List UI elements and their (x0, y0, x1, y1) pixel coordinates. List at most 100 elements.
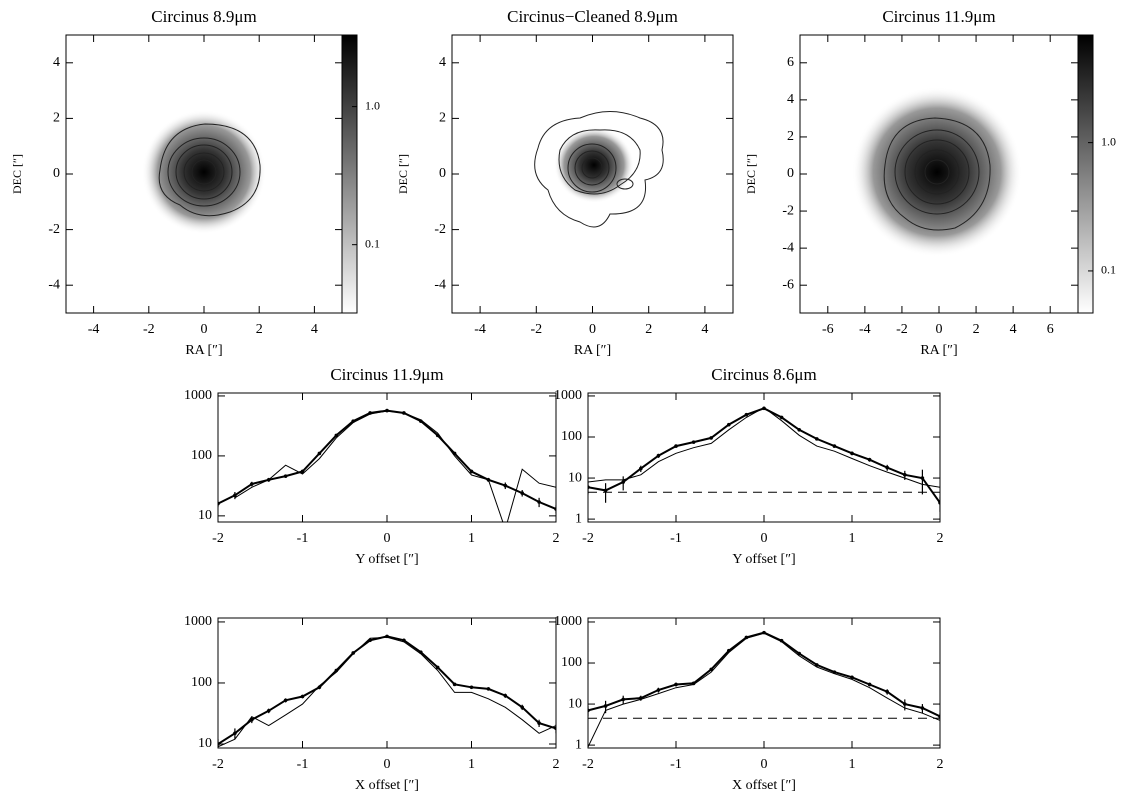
y-tick-label: 1000 (554, 388, 582, 403)
x-tick-label: -2 (143, 322, 155, 337)
x-axis-label: RA [″] (920, 343, 957, 358)
data-point (674, 444, 678, 448)
x-tick-label: 1 (468, 531, 475, 546)
data-point (850, 451, 854, 456)
y-tick-label: 100 (191, 448, 212, 463)
data-point (709, 436, 713, 440)
chart-title: Circinus 11.9μm (330, 365, 443, 384)
data-point (520, 491, 524, 495)
data-point (621, 480, 625, 484)
y-tick-label: -2 (434, 222, 446, 237)
x-tick-label: -2 (530, 322, 542, 337)
y-axis-label: DEC [″] (744, 154, 758, 194)
y-tick-label: 2 (787, 129, 794, 144)
y-tick-label: 10 (568, 470, 582, 485)
data-point (317, 451, 322, 456)
data-point (218, 501, 220, 506)
x-axis-label: Y offset [″] (732, 552, 795, 567)
series-line (588, 631, 940, 718)
data-point (250, 482, 254, 486)
data-point (621, 697, 625, 702)
data-point (797, 427, 801, 432)
x-tick-label: 2 (973, 322, 980, 337)
x-tick-label: 2 (645, 322, 652, 337)
x-tick-label: 1 (849, 531, 856, 546)
y-tick-label: 100 (191, 675, 212, 690)
data-point (283, 474, 288, 478)
x-tick-label: 2 (553, 531, 560, 546)
x-axis-label: RA [″] (185, 343, 222, 358)
data-point (885, 465, 889, 470)
data-point (779, 415, 784, 420)
chart-title: Circinus 8.9μm (151, 7, 256, 26)
x-tick-label: 0 (589, 322, 596, 337)
data-point (334, 433, 339, 438)
x-tick-label: 2 (553, 757, 560, 772)
data-point (250, 717, 254, 722)
data-point (435, 665, 440, 670)
y-tick-label: 1000 (184, 388, 212, 403)
data-point (656, 688, 661, 692)
y-tick-label: -4 (48, 277, 60, 292)
data-point (744, 412, 749, 417)
data-point (588, 485, 590, 489)
series-line (234, 410, 556, 522)
x-axis-label: X offset [″] (732, 778, 796, 793)
series-line (588, 407, 940, 488)
panel: -2 -1 0 1 2 10 100 1000 X offset [″] (184, 614, 560, 793)
x-tick-label: 2 (937, 531, 944, 546)
x-tick-label: -2 (212, 757, 224, 772)
series-line (588, 632, 940, 748)
data-point (938, 500, 940, 505)
x-tick-label: 0 (936, 322, 943, 337)
data-point (938, 714, 940, 719)
data-point (300, 694, 305, 699)
data-point (762, 406, 766, 411)
y-tick-label: 10 (568, 696, 582, 711)
x-tick-label: 0 (384, 757, 391, 772)
data-point (920, 706, 925, 710)
x-tick-label: 2 (937, 757, 944, 772)
x-axis-label: Y offset [″] (355, 552, 418, 567)
data-point (520, 705, 524, 710)
x-tick-label: 4 (1010, 322, 1017, 337)
series-line (218, 409, 556, 510)
x-tick-label: 4 (311, 322, 318, 337)
data-point (674, 682, 678, 687)
chart-title: Circinus−Cleaned 8.9μm (507, 7, 678, 26)
y-tick-label: 4 (439, 55, 446, 70)
chart-title: Circinus 11.9μm (882, 7, 995, 26)
y-tick-label: 2 (53, 111, 60, 126)
data-point (850, 675, 854, 680)
x-tick-label: -4 (859, 322, 871, 337)
y-tick-label: -4 (782, 240, 794, 255)
y-tick-label: 10 (198, 736, 212, 751)
data-point (815, 437, 819, 441)
y-tick-label: 1 (575, 511, 582, 526)
y-tick-label: 0 (787, 166, 794, 181)
data-point (588, 708, 590, 713)
x-tick-label: -2 (582, 531, 594, 546)
colorbar-tick-label: 1.0 (1101, 134, 1116, 148)
image-1 (142, 110, 266, 234)
panel: Circinus−Cleaned 8.9μm -4 -2 0 2 4 -4 -2 0 2 4 RA [… (396, 7, 734, 358)
data-point (832, 444, 837, 448)
data-point (603, 488, 608, 493)
x-tick-label: -1 (297, 531, 309, 546)
y-tick-label: 0 (439, 166, 446, 181)
series-line (218, 635, 556, 745)
data-point (903, 702, 907, 706)
x-tick-label: -2 (212, 531, 224, 546)
y-tick-label: 1000 (554, 614, 582, 629)
data-point (351, 651, 356, 655)
y-tick-label: 10 (198, 508, 212, 523)
x-tick-label: -4 (474, 322, 486, 337)
data-point (727, 422, 731, 427)
y-tick-label: -4 (434, 277, 446, 292)
series-line (218, 636, 556, 748)
chart-title: Circinus 8.6μm (711, 365, 816, 384)
y-tick-label: 1 (575, 737, 582, 752)
data-point (452, 682, 457, 687)
x-axis-label: X offset [″] (355, 778, 419, 793)
data-point (885, 689, 889, 694)
